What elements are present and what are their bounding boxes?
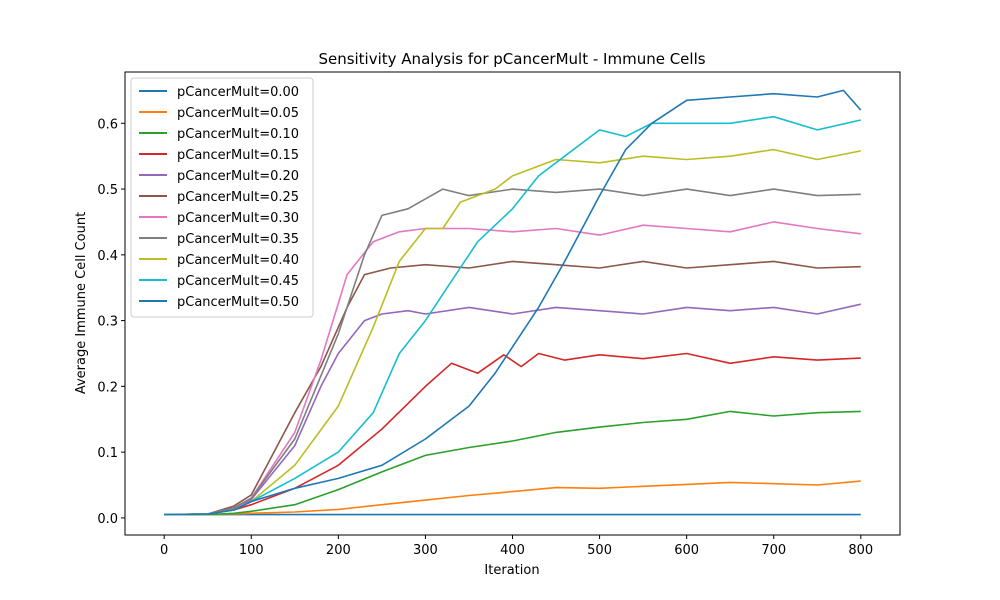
legend-label: pCancerMult=0.10 bbox=[177, 127, 299, 142]
y-tick-label: 0.4 bbox=[97, 249, 118, 264]
series-line-8 bbox=[164, 148, 861, 516]
legend: pCancerMult=0.00 pCancerMult=0.05 pCancerM… bbox=[130, 77, 314, 318]
y-tick-label: 0.3 bbox=[97, 315, 118, 330]
legend-label: pCancerMult=0.50 bbox=[177, 295, 299, 310]
y-tick-label: 0.0 bbox=[97, 512, 118, 527]
series-line-2 bbox=[164, 410, 861, 516]
plot-area bbox=[164, 89, 862, 516]
legend-label: pCancerMult=0.40 bbox=[177, 253, 299, 268]
y-axis-title: Average Immune Cell Count bbox=[74, 212, 89, 394]
y-tick-label: 0.6 bbox=[97, 117, 118, 132]
y-tick-label: 0.2 bbox=[97, 380, 118, 395]
legend-label: pCancerMult=0.25 bbox=[177, 190, 299, 205]
legend-label: pCancerMult=0.20 bbox=[177, 169, 299, 184]
chart-title: Sensitivity Analysis for pCancerMult - I… bbox=[318, 50, 705, 68]
legend-label: pCancerMult=0.00 bbox=[177, 85, 299, 100]
x-tick-label: 100 bbox=[239, 543, 264, 558]
series-line-9 bbox=[164, 115, 861, 516]
x-tick-label: 600 bbox=[674, 543, 699, 558]
legend-box bbox=[130, 77, 314, 318]
legend-label: pCancerMult=0.05 bbox=[177, 106, 299, 121]
legend-label: pCancerMult=0.30 bbox=[177, 211, 299, 226]
y-tick-label: 0.1 bbox=[97, 446, 118, 461]
series-line-10 bbox=[164, 89, 862, 516]
series-line-3 bbox=[164, 352, 861, 516]
legend-label: pCancerMult=0.45 bbox=[177, 274, 299, 289]
series-line-1 bbox=[164, 480, 861, 516]
series-line-4 bbox=[164, 303, 861, 516]
x-tick-label: 400 bbox=[500, 543, 525, 558]
x-tick-label: 700 bbox=[761, 543, 786, 558]
x-tick-label: 0 bbox=[160, 543, 168, 558]
series-line-5 bbox=[164, 260, 861, 516]
x-tick-label: 800 bbox=[848, 543, 873, 558]
series-line-7 bbox=[164, 188, 861, 516]
legend-label: pCancerMult=0.15 bbox=[177, 148, 299, 163]
x-tick-label: 300 bbox=[413, 543, 438, 558]
y-axis: 0.0 0.1 0.2 0.3 0.4 0.5 0.6 bbox=[97, 117, 125, 527]
x-tick-label: 500 bbox=[587, 543, 612, 558]
y-tick-label: 0.5 bbox=[97, 183, 118, 198]
legend-label: pCancerMult=0.35 bbox=[177, 232, 299, 247]
x-axis-title: Iteration bbox=[484, 563, 539, 578]
x-axis: 0 100 200 300 400 500 600 700 800 bbox=[160, 535, 873, 558]
x-tick-label: 200 bbox=[326, 543, 351, 558]
